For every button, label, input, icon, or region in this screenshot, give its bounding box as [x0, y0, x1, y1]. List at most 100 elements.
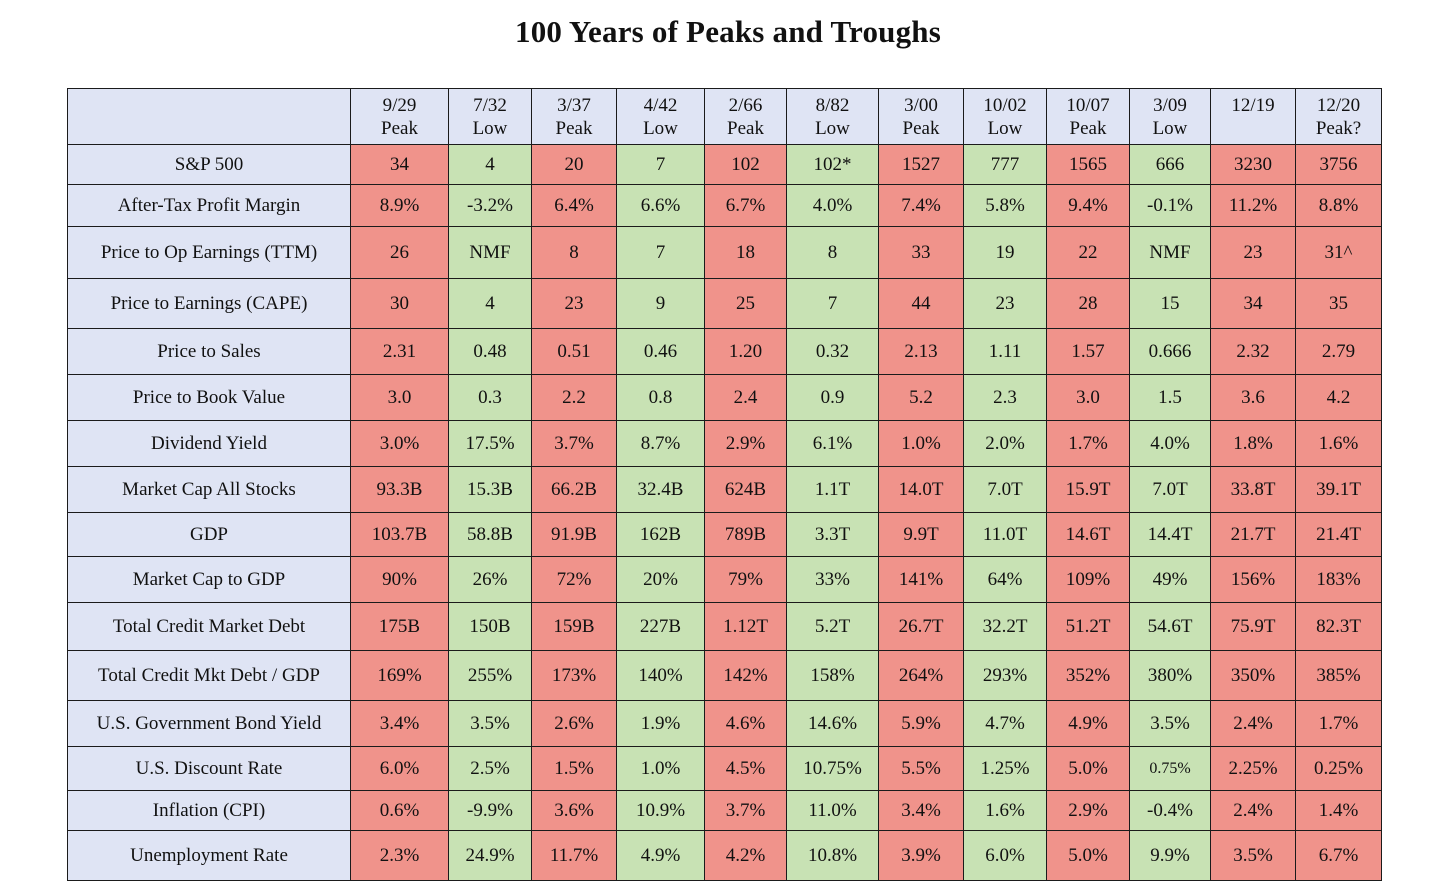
value-cell: NMF: [448, 226, 532, 279]
value-cell: 0.9: [786, 374, 879, 421]
value-cell: 4.7%: [963, 700, 1047, 747]
column-label: Peak: [555, 117, 593, 139]
value-cell: 0.8: [616, 374, 705, 421]
value-cell: 6.6%: [616, 184, 705, 227]
column-header: 2/66 Peak: [704, 88, 787, 145]
value-cell: 6.4%: [531, 184, 617, 227]
value-cell: 140%: [616, 650, 705, 701]
value-cell: 2.4%: [1210, 790, 1296, 831]
column-header: 10/02 Low: [963, 88, 1047, 145]
value-cell: 5.2T: [786, 602, 879, 651]
column-date: 10/07: [1066, 94, 1110, 116]
value-cell: 0.75%: [1129, 746, 1211, 791]
value-cell: 14.4T: [1129, 512, 1211, 557]
column-label: Peak: [727, 117, 764, 139]
value-cell: 4: [448, 278, 532, 329]
row-label: Total Credit Mkt Debt / GDP: [67, 650, 351, 701]
column-label: Peak: [902, 117, 940, 139]
value-cell: 30: [350, 278, 449, 329]
row-label: Market Cap All Stocks: [67, 466, 351, 513]
value-cell: 0.32: [786, 328, 879, 375]
value-cell: 11.7%: [531, 830, 617, 881]
value-cell: 3.4%: [350, 700, 449, 747]
value-cell: 26%: [448, 556, 532, 603]
column-date: 3/09: [1153, 94, 1187, 116]
value-cell: 5.9%: [878, 700, 964, 747]
value-cell: 1.6%: [963, 790, 1047, 831]
value-cell: 25: [704, 278, 787, 329]
value-cell: 7.4%: [878, 184, 964, 227]
value-cell: 15: [1129, 278, 1211, 329]
value-cell: 33.8T: [1210, 466, 1296, 513]
row-label: Unemployment Rate: [67, 830, 351, 881]
value-cell: 66.2B: [531, 466, 617, 513]
table-row: Market Cap All Stocks 93.3B 15.3B 66.2B 32.4…: [67, 466, 1382, 513]
value-cell: 3.6: [1210, 374, 1296, 421]
column-date: 10/02: [983, 94, 1027, 116]
column-header: 9/29 Peak: [350, 88, 449, 145]
table-row: Price to Sales 2.31 0.48 0.51 0.46 1.20 0.32 2.…: [67, 328, 1382, 375]
value-cell: 34: [1210, 278, 1296, 329]
value-cell: 175B: [350, 602, 449, 651]
value-cell: 1.20: [704, 328, 787, 375]
value-cell: 1527: [878, 144, 964, 185]
value-cell: 14.6T: [1046, 512, 1130, 557]
column-label: Low: [472, 117, 508, 139]
value-cell: 10.9%: [616, 790, 705, 831]
value-cell: 14.0T: [878, 466, 964, 513]
column-header: 3/09 Low: [1129, 88, 1211, 145]
value-cell: 6.0%: [963, 830, 1047, 881]
value-cell: 102: [704, 144, 787, 185]
value-cell: 2.25%: [1210, 746, 1296, 791]
value-cell: 26: [350, 226, 449, 279]
value-cell: 4.9%: [1046, 700, 1130, 747]
value-cell: 1.7%: [1295, 700, 1382, 747]
value-cell: 14.6%: [786, 700, 879, 747]
value-cell: 3.0: [350, 374, 449, 421]
value-cell: 2.4: [704, 374, 787, 421]
value-cell: 4.0%: [786, 184, 879, 227]
row-label: Market Cap to GDP: [67, 556, 351, 603]
table-row: U.S. Government Bond Yield 3.4% 3.5% 2.6% 1.…: [67, 700, 1382, 747]
value-cell: -0.4%: [1129, 790, 1211, 831]
value-cell: 2.0%: [963, 420, 1047, 467]
value-cell: 2.2: [531, 374, 617, 421]
value-cell: 5.8%: [963, 184, 1047, 227]
column-label: Peak: [381, 117, 418, 139]
row-label: Price to Book Value: [67, 374, 351, 421]
value-cell: 24.9%: [448, 830, 532, 881]
value-cell: 23: [963, 278, 1047, 329]
value-cell: 32.4B: [616, 466, 705, 513]
value-cell: 350%: [1210, 650, 1296, 701]
value-cell: 9: [616, 278, 705, 329]
value-cell: 7: [616, 144, 705, 185]
column-header: 12/20 Peak?: [1295, 88, 1382, 145]
value-cell: 9.9T: [878, 512, 964, 557]
value-cell: 11.2%: [1210, 184, 1296, 227]
value-cell: 5.0%: [1046, 746, 1130, 791]
value-cell: 9.9%: [1129, 830, 1211, 881]
value-cell: 64%: [963, 556, 1047, 603]
table-row: Price to Book Value 3.0 0.3 2.2 0.8 2.4 0.9 5.2…: [67, 374, 1382, 421]
value-cell: 20%: [616, 556, 705, 603]
value-cell: 2.9%: [704, 420, 787, 467]
column-date: 12/20: [1316, 94, 1361, 116]
value-cell: 1.8%: [1210, 420, 1296, 467]
value-cell: 352%: [1046, 650, 1130, 701]
value-cell: 3.9%: [878, 830, 964, 881]
value-cell: 8: [531, 226, 617, 279]
column-date: 8/82: [815, 94, 850, 116]
value-cell: 1.5%: [531, 746, 617, 791]
value-cell: 34: [350, 144, 449, 185]
value-cell: 102*: [786, 144, 879, 185]
value-cell: 28: [1046, 278, 1130, 329]
value-cell: 789B: [704, 512, 787, 557]
value-cell: 6.7%: [1295, 830, 1382, 881]
value-cell: 51.2T: [1046, 602, 1130, 651]
value-cell: 4: [448, 144, 532, 185]
value-cell: 2.6%: [531, 700, 617, 747]
column-date: 9/29: [382, 94, 417, 116]
value-cell: 23: [531, 278, 617, 329]
value-cell: 3.6%: [531, 790, 617, 831]
value-cell: 91.9B: [531, 512, 617, 557]
